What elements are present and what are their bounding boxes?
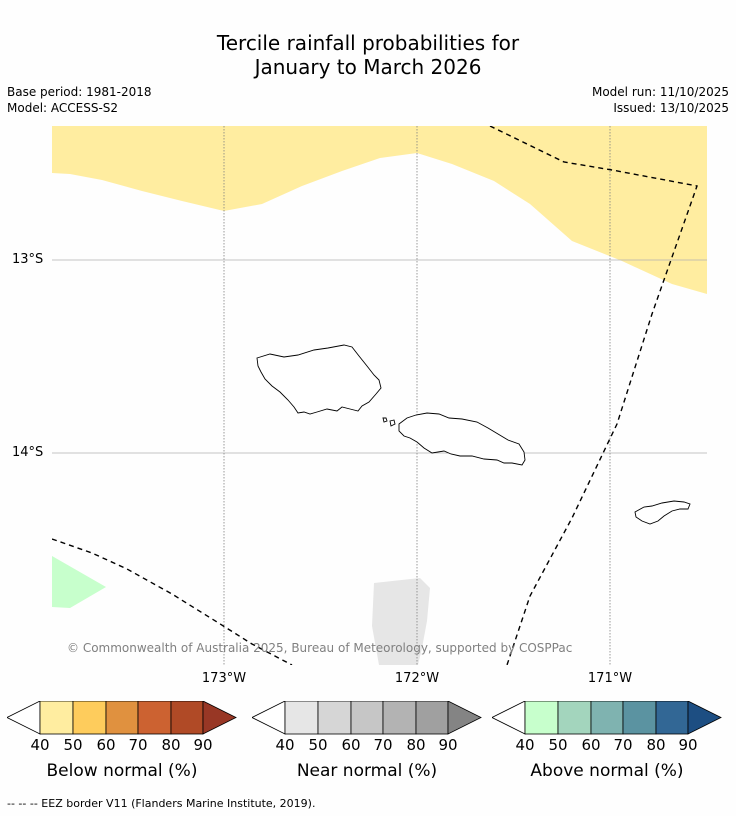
- below-normal-region: [52, 126, 707, 294]
- upolu-island: [398, 412, 526, 466]
- lat-label-13s: 13°S: [12, 252, 44, 267]
- eez-footnote: -- -- -- EEZ border V11 (Flanders Marine…: [7, 797, 316, 810]
- above-cbar-title: Above normal (%): [530, 761, 684, 781]
- above-tick-50: 50: [548, 736, 568, 754]
- below-tick-40: 40: [30, 736, 50, 754]
- eez-border-west: [52, 538, 293, 665]
- below-cbar-seg-70-80: [137, 701, 172, 735]
- lat-label-14s: 14°S: [12, 445, 44, 460]
- above-cbar-seg-40-50: [524, 701, 559, 735]
- near-tick-90: 90: [438, 736, 458, 754]
- lon-label-172w: 172°W: [394, 671, 440, 686]
- above-cbar-upper-arrow: [687, 701, 722, 735]
- savaii-island: [256, 344, 382, 415]
- below-cbar-seg-80-90: [170, 701, 204, 735]
- below-tick-60: 60: [96, 736, 116, 754]
- near-tick-40: 40: [275, 736, 295, 754]
- near-cbar-lower-arrow: [252, 701, 286, 735]
- base-period: Base period: 1981-2018: [7, 85, 152, 99]
- near-tick-70: 70: [373, 736, 393, 754]
- above-cbar-seg-80-90: [655, 701, 689, 735]
- below-cbar-title: Below normal (%): [46, 761, 198, 781]
- above-tick-40: 40: [515, 736, 535, 754]
- title-line-2: January to March 2026: [254, 55, 482, 79]
- below-tick-70: 70: [128, 736, 148, 754]
- below-tick-50: 50: [63, 736, 83, 754]
- below-normal-colorbar: [7, 701, 237, 735]
- below-cbar-seg-50-60: [72, 701, 107, 735]
- below-cbar-upper-arrow: [202, 701, 237, 735]
- manono-island: [389, 419, 396, 427]
- map-panel: [52, 126, 707, 665]
- below-tick-80: 80: [161, 736, 181, 754]
- above-cbar-seg-60-70: [590, 701, 624, 735]
- lon-label-171w: 171°W: [587, 671, 633, 686]
- above-normal-region: [52, 556, 106, 608]
- lon-label-173w: 173°W: [201, 671, 247, 686]
- meta-left: Base period: 1981-2018 Model: ACCESS-S2: [7, 84, 152, 116]
- near-cbar-seg-50-60: [317, 701, 352, 735]
- map-title: Tercile rainfall probabilities for Janua…: [0, 31, 736, 79]
- above-tick-90: 90: [678, 736, 698, 754]
- title-line-1: Tercile rainfall probabilities for: [216, 31, 520, 55]
- copyright-notice: © Commonwealth of Australia 2025, Bureau…: [67, 641, 573, 655]
- below-cbar-lower-arrow: [7, 701, 41, 735]
- near-cbar-title: Near normal (%): [296, 761, 438, 781]
- near-cbar-seg-80-90: [415, 701, 449, 735]
- below-cbar-seg-60-70: [105, 701, 139, 735]
- above-cbar-lower-arrow: [492, 701, 526, 735]
- near-cbar-seg-60-70: [350, 701, 384, 735]
- near-normal-colorbar: [252, 701, 482, 735]
- graticule: [52, 126, 707, 665]
- near-cbar-seg-40-50: [284, 701, 319, 735]
- above-cbar-seg-70-80: [622, 701, 657, 735]
- near-cbar-seg-70-80: [382, 701, 417, 735]
- near-tick-60: 60: [341, 736, 361, 754]
- issued-date: Issued: 13/10/2025: [613, 101, 729, 115]
- apolima-island: [382, 417, 388, 423]
- model-run: Model run: 11/10/2025: [591, 85, 729, 99]
- below-cbar-seg-40-50: [39, 701, 74, 735]
- above-cbar-seg-50-60: [557, 701, 592, 735]
- near-tick-80: 80: [406, 736, 426, 754]
- above-tick-60: 60: [581, 736, 601, 754]
- above-normal-colorbar: [492, 701, 722, 735]
- model-name: Model: ACCESS-S2: [7, 101, 119, 115]
- eez-border: [52, 126, 698, 665]
- near-tick-50: 50: [308, 736, 328, 754]
- above-tick-80: 80: [646, 736, 666, 754]
- eez-border-east: [489, 126, 698, 665]
- above-tick-70: 70: [613, 736, 633, 754]
- near-normal-region: [372, 578, 430, 665]
- below-tick-90: 90: [193, 736, 213, 754]
- tutuila-island: [634, 500, 691, 525]
- meta-right: Model run: 11/10/2025 Issued: 13/10/2025: [592, 84, 729, 116]
- near-cbar-upper-arrow: [447, 701, 482, 735]
